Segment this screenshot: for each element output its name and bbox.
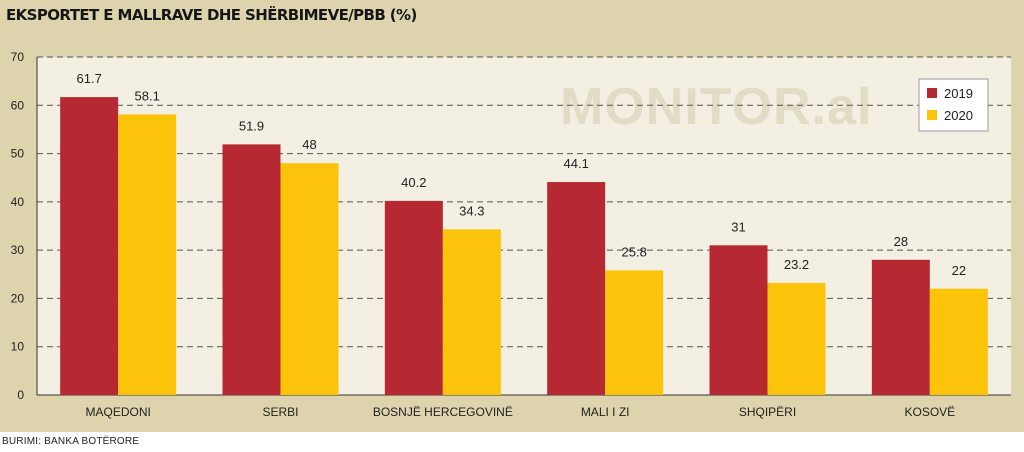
bar-2019-4 <box>709 245 768 395</box>
bar-2019-5 <box>871 259 930 395</box>
source-note: BURIMI: BANKA BOTËRORE <box>2 436 140 447</box>
plot-area <box>37 57 1011 395</box>
y-tick-label-0: 0 <box>17 388 24 402</box>
bar-chart: MONITOR.al 0 10 20 30 40 50 60 70 61.7 58.1 51.9 4… <box>11 50 1011 419</box>
y-tick-label-20: 20 <box>11 291 25 305</box>
x-category-label-4: SHQIPËRI <box>739 405 796 419</box>
value-label-2020-4: 23.2 <box>784 257 809 272</box>
bar-2019-3 <box>547 182 606 395</box>
value-label-2020-5: 22 <box>952 263 966 278</box>
value-label-2020-0: 58.1 <box>135 88 160 103</box>
legend: 2019 2020 <box>918 78 989 132</box>
x-category-label-1: SERBI <box>262 405 298 419</box>
legend-label-2020: 2020 <box>944 108 973 123</box>
legend-swatch-2019 <box>927 88 937 98</box>
value-label-2020-2: 34.3 <box>459 203 484 218</box>
value-labels: 61.7 58.1 51.9 48 40.2 34.3 44.1 25.8 31 23.2 28 22 <box>77 71 967 278</box>
legend-swatch-2020 <box>927 110 937 120</box>
value-label-2019-2: 40.2 <box>401 175 426 190</box>
bar-2019-1 <box>222 144 281 395</box>
value-label-2019-5: 28 <box>894 234 908 249</box>
bar-2020-2 <box>442 229 501 395</box>
value-label-2019-4: 31 <box>731 219 745 234</box>
bar-2020-3 <box>605 270 664 395</box>
bar-2019-0 <box>60 97 119 395</box>
bar-2020-0 <box>118 114 177 396</box>
bar-2020-5 <box>929 288 988 395</box>
y-tick-label-60: 60 <box>11 98 25 112</box>
x-category-label-5: KOSOVË <box>904 405 955 419</box>
value-label-2019-3: 44.1 <box>564 156 589 171</box>
y-tick-label-50: 50 <box>11 147 25 161</box>
x-category-label-2: BOSNJË HERCEGOVINË <box>373 405 513 419</box>
value-label-2019-1: 51.9 <box>239 118 264 133</box>
bars <box>60 97 988 396</box>
x-axis-labels: MAQEDONI SERBI BOSNJË HERCEGOVINË MALI I ZI… <box>85 405 955 419</box>
y-tick-label-30: 30 <box>11 243 25 257</box>
y-tick-label-10: 10 <box>11 340 25 354</box>
y-tick-label-40: 40 <box>11 195 25 209</box>
value-label-2020-3: 25.8 <box>622 244 647 259</box>
x-category-label-0: MAQEDONI <box>85 405 150 419</box>
value-label-2019-0: 61.7 <box>77 71 102 86</box>
y-axis-ticks: 0 10 20 30 40 50 60 70 <box>11 50 25 402</box>
legend-label-2019: 2019 <box>944 86 973 101</box>
bar-2020-4 <box>767 282 826 395</box>
y-tick-label-70: 70 <box>11 50 25 64</box>
value-label-2020-1: 48 <box>302 137 316 152</box>
x-category-label-3: MALI I ZI <box>581 405 630 419</box>
bar-2020-1 <box>280 163 339 395</box>
watermark: MONITOR.al <box>560 78 872 136</box>
gridlines <box>36 56 1011 396</box>
bar-2019-2 <box>384 200 443 395</box>
chart-title: EKSPORTET E MALLRAVE DHE SHËRBIMEVE/PBB … <box>6 6 417 24</box>
legend-box <box>918 78 989 132</box>
